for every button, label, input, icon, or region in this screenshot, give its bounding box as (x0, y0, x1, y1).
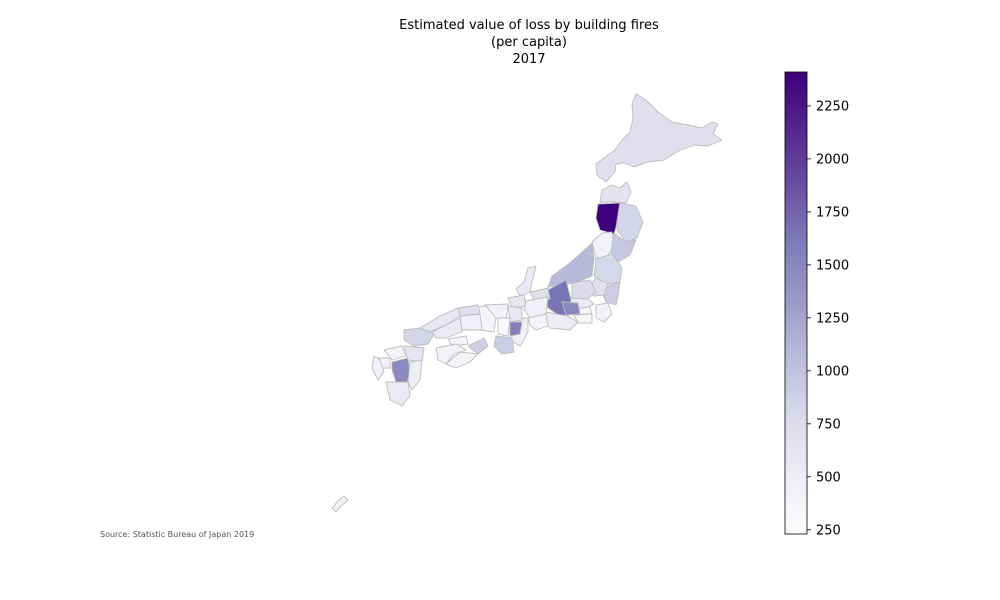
prefecture-kagawa (447, 335, 469, 347)
prefecture-yamanashi (561, 301, 581, 316)
colorbar-tick-label: 2000 (816, 152, 849, 167)
prefecture-miyagi (610, 232, 637, 263)
prefecture-yamaguchi (403, 327, 435, 347)
prefecture-fukushima (593, 253, 623, 285)
prefecture-kochi (445, 351, 479, 369)
prefecture-aomori (599, 181, 632, 204)
colorbar-tick-label: 1750 (816, 205, 849, 220)
prefecture-hiroshima (431, 317, 463, 339)
prefecture-tokushima (467, 337, 489, 355)
title-line-2: (per capita) (491, 35, 567, 50)
prefecture-chiba (595, 302, 613, 323)
prefecture-aichi (527, 313, 549, 331)
prefecture-nara (509, 321, 523, 337)
prefecture-nagasaki (371, 355, 385, 381)
prefecture-kagoshima (385, 381, 411, 407)
colorbar-tick-label: 250 (816, 523, 841, 538)
colorbar-tick-label: 2250 (816, 99, 849, 114)
prefecture-kanagawa (573, 313, 593, 324)
prefecture-miyazaki (407, 359, 423, 391)
prefecture-iwate (616, 202, 644, 243)
prefecture-ehime (435, 343, 467, 365)
prefecture-fukuoka (383, 345, 407, 361)
colorbar-tick-label: 750 (816, 417, 841, 432)
prefecture-shiga (507, 305, 523, 323)
colorbar-scale (784, 71, 808, 535)
title-line-1: Estimated value of loss by building fire… (399, 18, 659, 33)
prefecture-wakayama (493, 335, 515, 355)
prefecture-osaka (497, 317, 511, 337)
prefecture-hokkaido (595, 93, 723, 183)
prefecture-gunma (571, 279, 597, 301)
colorbar-tick-label: 500 (816, 470, 841, 485)
colorbar-tick-label: 1000 (816, 364, 849, 379)
colorbar-tick-label: 1500 (816, 258, 849, 273)
chart-title: Estimated value of loss by building fire… (277, 17, 781, 68)
prefecture-ishikawa (515, 265, 537, 297)
prefecture-okinawa (331, 495, 349, 513)
title-line-3: 2017 (512, 52, 546, 67)
colorbar-tick-label: 1250 (816, 311, 849, 326)
source-note: Source: Statistic Bureau of Japan 2019 (100, 530, 255, 539)
